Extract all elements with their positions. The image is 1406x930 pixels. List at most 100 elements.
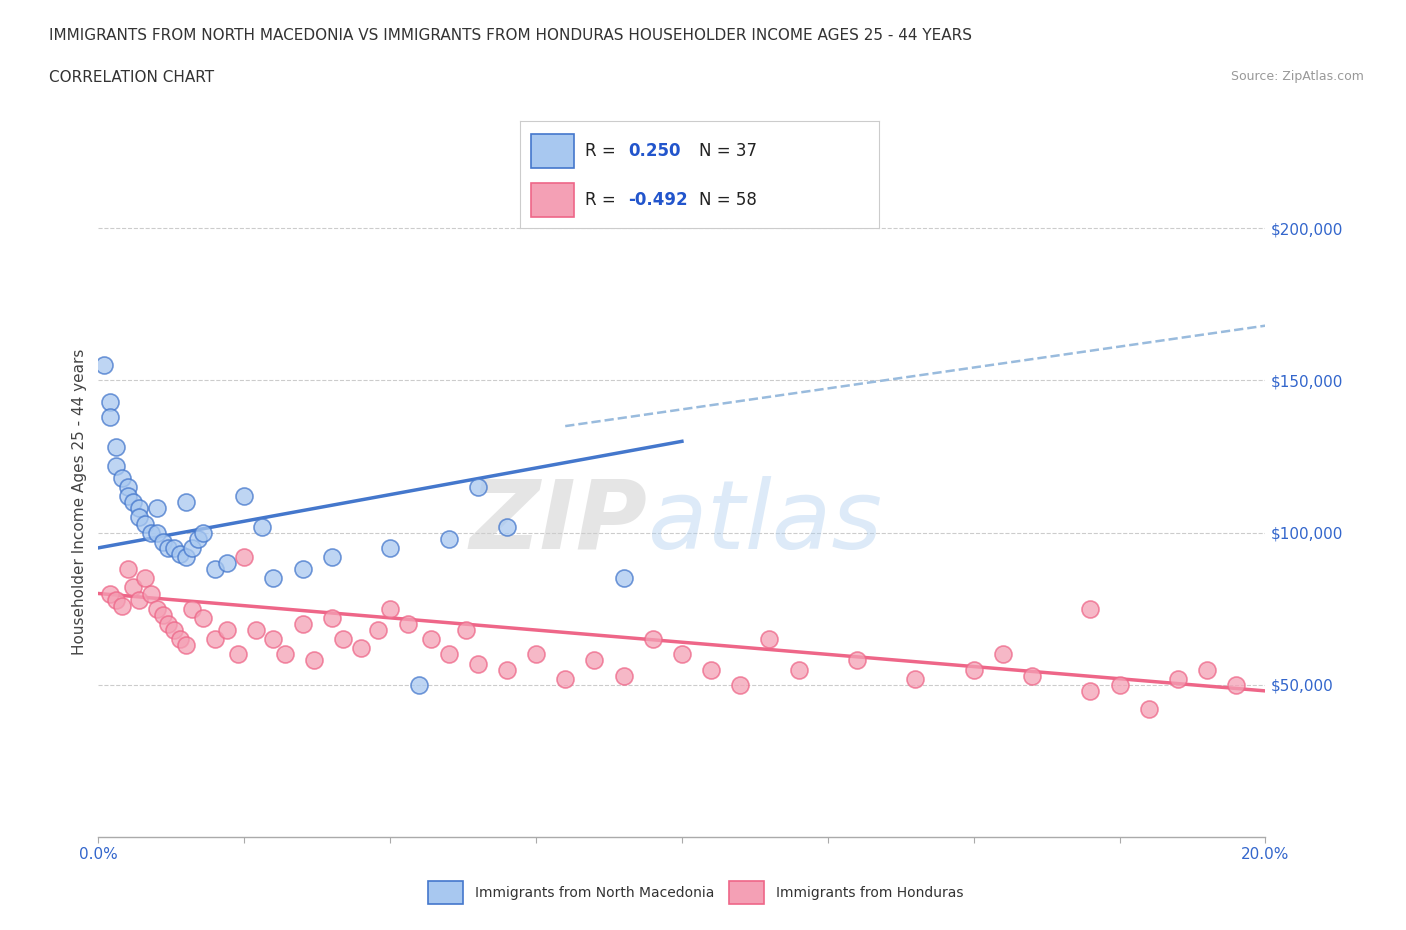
Point: [641, 631, 664, 646]
Point: [128, 501, 150, 516]
Point: [174, 638, 197, 653]
Point: [1195, 662, 1218, 677]
Text: Immigrants from Honduras: Immigrants from Honduras: [776, 885, 963, 900]
Point: [104, 440, 127, 455]
Point: [93, 358, 115, 373]
Point: [204, 631, 226, 646]
Point: [904, 671, 927, 686]
Point: [117, 488, 139, 503]
Point: [128, 592, 150, 607]
Point: [367, 622, 389, 637]
Point: [396, 617, 419, 631]
Point: [787, 662, 810, 677]
Bar: [531, 134, 574, 168]
Point: [134, 571, 156, 586]
Text: CORRELATION CHART: CORRELATION CHART: [49, 70, 214, 85]
Bar: [728, 882, 765, 904]
Point: [524, 647, 547, 662]
Point: [169, 547, 191, 562]
Point: [420, 631, 443, 646]
Point: [193, 610, 215, 625]
Point: [117, 562, 139, 577]
Point: [1108, 677, 1130, 692]
Point: [612, 571, 634, 586]
Point: [104, 592, 127, 607]
Point: [111, 598, 134, 613]
Point: [437, 647, 460, 662]
Point: [291, 617, 314, 631]
Point: [583, 653, 606, 668]
Point: [187, 531, 209, 546]
Point: [467, 480, 489, 495]
Text: Source: ZipAtlas.com: Source: ZipAtlas.com: [1230, 70, 1364, 83]
Text: 0.250: 0.250: [627, 142, 681, 160]
Text: -0.492: -0.492: [627, 191, 688, 209]
Point: [146, 525, 169, 540]
Point: [146, 501, 169, 516]
Point: [845, 653, 868, 668]
Point: [215, 622, 238, 637]
Point: [139, 586, 162, 601]
Point: [98, 394, 121, 409]
Point: [408, 677, 430, 692]
Point: [128, 510, 150, 525]
Point: [1167, 671, 1189, 686]
Point: [180, 540, 202, 555]
Text: R =: R =: [585, 191, 621, 209]
Point: [962, 662, 984, 677]
Text: ZIP: ZIP: [470, 476, 647, 569]
Text: atlas: atlas: [647, 476, 882, 569]
Point: [671, 647, 693, 662]
Bar: [427, 882, 463, 904]
Point: [262, 571, 284, 586]
Point: [122, 495, 145, 510]
Point: [233, 488, 256, 503]
Point: [1080, 602, 1102, 617]
Point: [378, 540, 402, 555]
Point: [98, 586, 121, 601]
Text: IMMIGRANTS FROM NORTH MACEDONIA VS IMMIGRANTS FROM HONDURAS HOUSEHOLDER INCOME A: IMMIGRANTS FROM NORTH MACEDONIA VS IMMIG…: [49, 28, 972, 43]
Point: [728, 677, 751, 692]
Point: [378, 602, 402, 617]
Point: [991, 647, 1014, 662]
Point: [1137, 702, 1160, 717]
Y-axis label: Householder Income Ages 25 - 44 years: Householder Income Ages 25 - 44 years: [72, 349, 87, 656]
Point: [250, 519, 273, 534]
Point: [180, 602, 202, 617]
Point: [174, 550, 197, 565]
Point: [163, 622, 186, 637]
Point: [321, 550, 343, 565]
Point: [467, 656, 489, 671]
Point: [1225, 677, 1247, 692]
Point: [174, 495, 197, 510]
Point: [204, 562, 226, 577]
Point: [554, 671, 576, 686]
Point: [291, 562, 314, 577]
Point: [245, 622, 267, 637]
Point: [321, 610, 343, 625]
Point: [1080, 684, 1102, 698]
Point: [104, 458, 127, 473]
Point: [169, 631, 191, 646]
Point: [332, 631, 354, 646]
Point: [193, 525, 215, 540]
Text: Immigrants from North Macedonia: Immigrants from North Macedonia: [475, 885, 714, 900]
Point: [1021, 669, 1043, 684]
Point: [163, 540, 186, 555]
Point: [111, 471, 134, 485]
Point: [350, 641, 373, 656]
Text: N = 58: N = 58: [700, 191, 758, 209]
Point: [117, 480, 139, 495]
Point: [495, 662, 517, 677]
Point: [612, 669, 634, 684]
Point: [152, 607, 174, 622]
Point: [758, 631, 780, 646]
Point: [495, 519, 517, 534]
Point: [274, 647, 297, 662]
Point: [700, 662, 723, 677]
Point: [304, 653, 326, 668]
Point: [215, 555, 238, 570]
Bar: [531, 183, 574, 218]
Point: [262, 631, 284, 646]
Point: [233, 550, 256, 565]
